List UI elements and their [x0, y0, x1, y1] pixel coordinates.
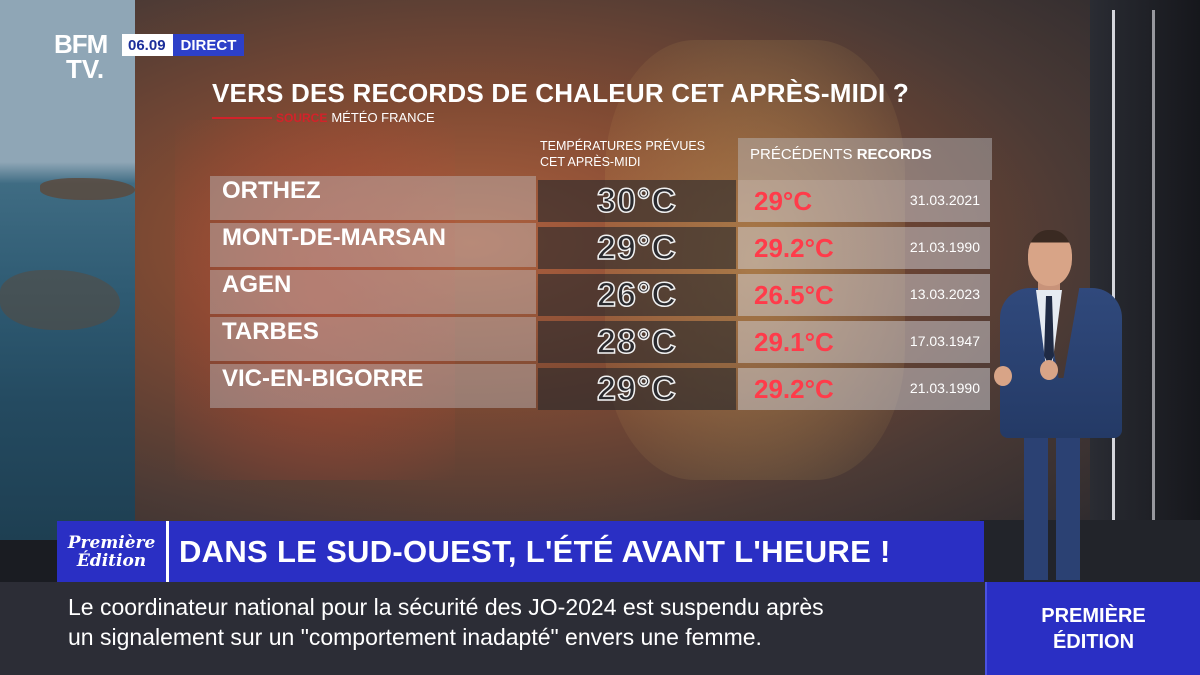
graphic-title: VERS DES RECORDS DE CHALEUR CET APRÈS-MI… — [212, 78, 909, 108]
city-name: AGEN — [210, 270, 536, 314]
city-name: ORTHEZ — [210, 176, 536, 220]
show-badge: PREMIÈRE ÉDITION — [985, 582, 1200, 675]
record-date: 21.03.1990 — [909, 239, 980, 255]
record-date: 21.03.1990 — [909, 380, 980, 396]
show-logo-line-2: Édition — [76, 550, 147, 571]
ticker-line-1: Le coordinateur national pour la sécurit… — [68, 594, 824, 620]
headline-text: DANS LE SUD-OUEST, L'ÉTÉ AVANT L'HEURE ! — [179, 533, 891, 569]
table-row: AGEN 26°C 26.5°C 13.03.2023 — [210, 270, 992, 316]
background-light-stripe — [1152, 10, 1155, 530]
background-light-stripe — [1112, 10, 1115, 530]
news-ticker: Le coordinateur national pour la sécurit… — [0, 582, 985, 675]
show-badge-line-2: ÉDITION — [1052, 630, 1135, 653]
record-cell: 29.1°C 17.03.1947 — [738, 321, 990, 363]
record-temperature: 29.2°C — [754, 233, 834, 263]
headline-bar: Première Édition DANS LE SUD-OUEST, L'ÉT… — [57, 521, 984, 582]
record-date: 13.03.2023 — [909, 286, 980, 302]
table-row: VIC-EN-BIGORRE 29°C 29.2°C 21.03.1990 — [210, 364, 992, 410]
presenter — [990, 230, 1130, 590]
presenter-head — [1028, 230, 1072, 286]
presenter-leg — [1056, 430, 1080, 580]
source-name: MÉTÉO FRANCE — [331, 110, 435, 125]
forecast-column-header: TEMPÉRATURES PRÉVUES CET APRÈS-MIDI — [540, 138, 740, 170]
city-name: MONT-DE-MARSAN — [210, 223, 536, 267]
show-logo: Première Édition — [57, 521, 169, 582]
clock-time: 06.09 — [122, 34, 173, 56]
forecast-temperature: 29°C — [538, 368, 736, 410]
channel-logo-line-2: TV. — [66, 54, 105, 84]
channel-logo-line-1: BFM — [54, 29, 108, 59]
presenter-leg — [1024, 430, 1048, 580]
forecast-temperature: 29°C — [538, 227, 736, 269]
forecast-header-line-2: CET APRÈS-MIDI — [540, 155, 641, 169]
live-tag: 06.09 DIRECT — [122, 34, 245, 56]
record-cell: 29°C 31.03.2021 — [738, 180, 990, 222]
background-rock — [40, 178, 135, 200]
table-row: MONT-DE-MARSAN 29°C 29.2°C 21.03.1990 — [210, 223, 992, 269]
live-label: DIRECT — [172, 34, 245, 56]
forecast-header-line-1: TEMPÉRATURES PRÉVUES — [540, 139, 706, 153]
table-row: TARBES 28°C 29.1°C 17.03.1947 — [210, 317, 992, 363]
records-header-bold: RECORDS — [856, 146, 932, 163]
city-name: VIC-EN-BIGORRE — [210, 364, 536, 408]
show-logo-line-1: Première — [67, 532, 156, 553]
record-temperature: 29.1°C — [754, 327, 834, 357]
presenter-hand — [1040, 360, 1058, 380]
source-line: SOURCE MÉTÉO FRANCE — [212, 110, 435, 125]
records-column-header: PRÉCÉDENTS RECORDS — [738, 138, 992, 180]
record-date: 17.03.1947 — [909, 333, 980, 349]
source-accent-bar — [212, 116, 272, 119]
presenter-tie — [1044, 296, 1054, 366]
source-label: SOURCE — [276, 110, 328, 125]
record-cell: 26.5°C 13.03.2023 — [738, 274, 990, 316]
forecast-temperature: 30°C — [538, 180, 736, 222]
records-header-prefix: PRÉCÉDENTS — [750, 146, 853, 163]
background-floor — [980, 520, 1200, 590]
records-table: ORTHEZ 30°C 29°C 31.03.2021 MONT-DE-MARS… — [210, 176, 992, 411]
city-name: TARBES — [210, 317, 536, 361]
record-cell: 29.2°C 21.03.1990 — [738, 227, 990, 269]
forecast-temperature: 26°C — [538, 274, 736, 316]
background-blur — [175, 120, 455, 480]
record-temperature: 29.2°C — [754, 374, 834, 404]
background-rock — [0, 270, 120, 330]
presenter-hand — [994, 366, 1012, 386]
channel-logo: BFM TV. — [54, 29, 118, 86]
background-sea-image — [0, 0, 140, 540]
record-temperature: 29°C — [754, 186, 813, 216]
record-date: 31.03.2021 — [909, 192, 980, 208]
presenter-jacket — [1000, 288, 1122, 438]
ticker-line-2: un signalement sur un "comportement inad… — [68, 624, 762, 650]
record-temperature: 26.5°C — [754, 280, 834, 310]
table-row: ORTHEZ 30°C 29°C 31.03.2021 — [210, 176, 992, 222]
show-badge-line-1: PREMIÈRE — [1041, 604, 1146, 627]
record-cell: 29.2°C 21.03.1990 — [738, 368, 990, 410]
forecast-temperature: 28°C — [538, 321, 736, 363]
